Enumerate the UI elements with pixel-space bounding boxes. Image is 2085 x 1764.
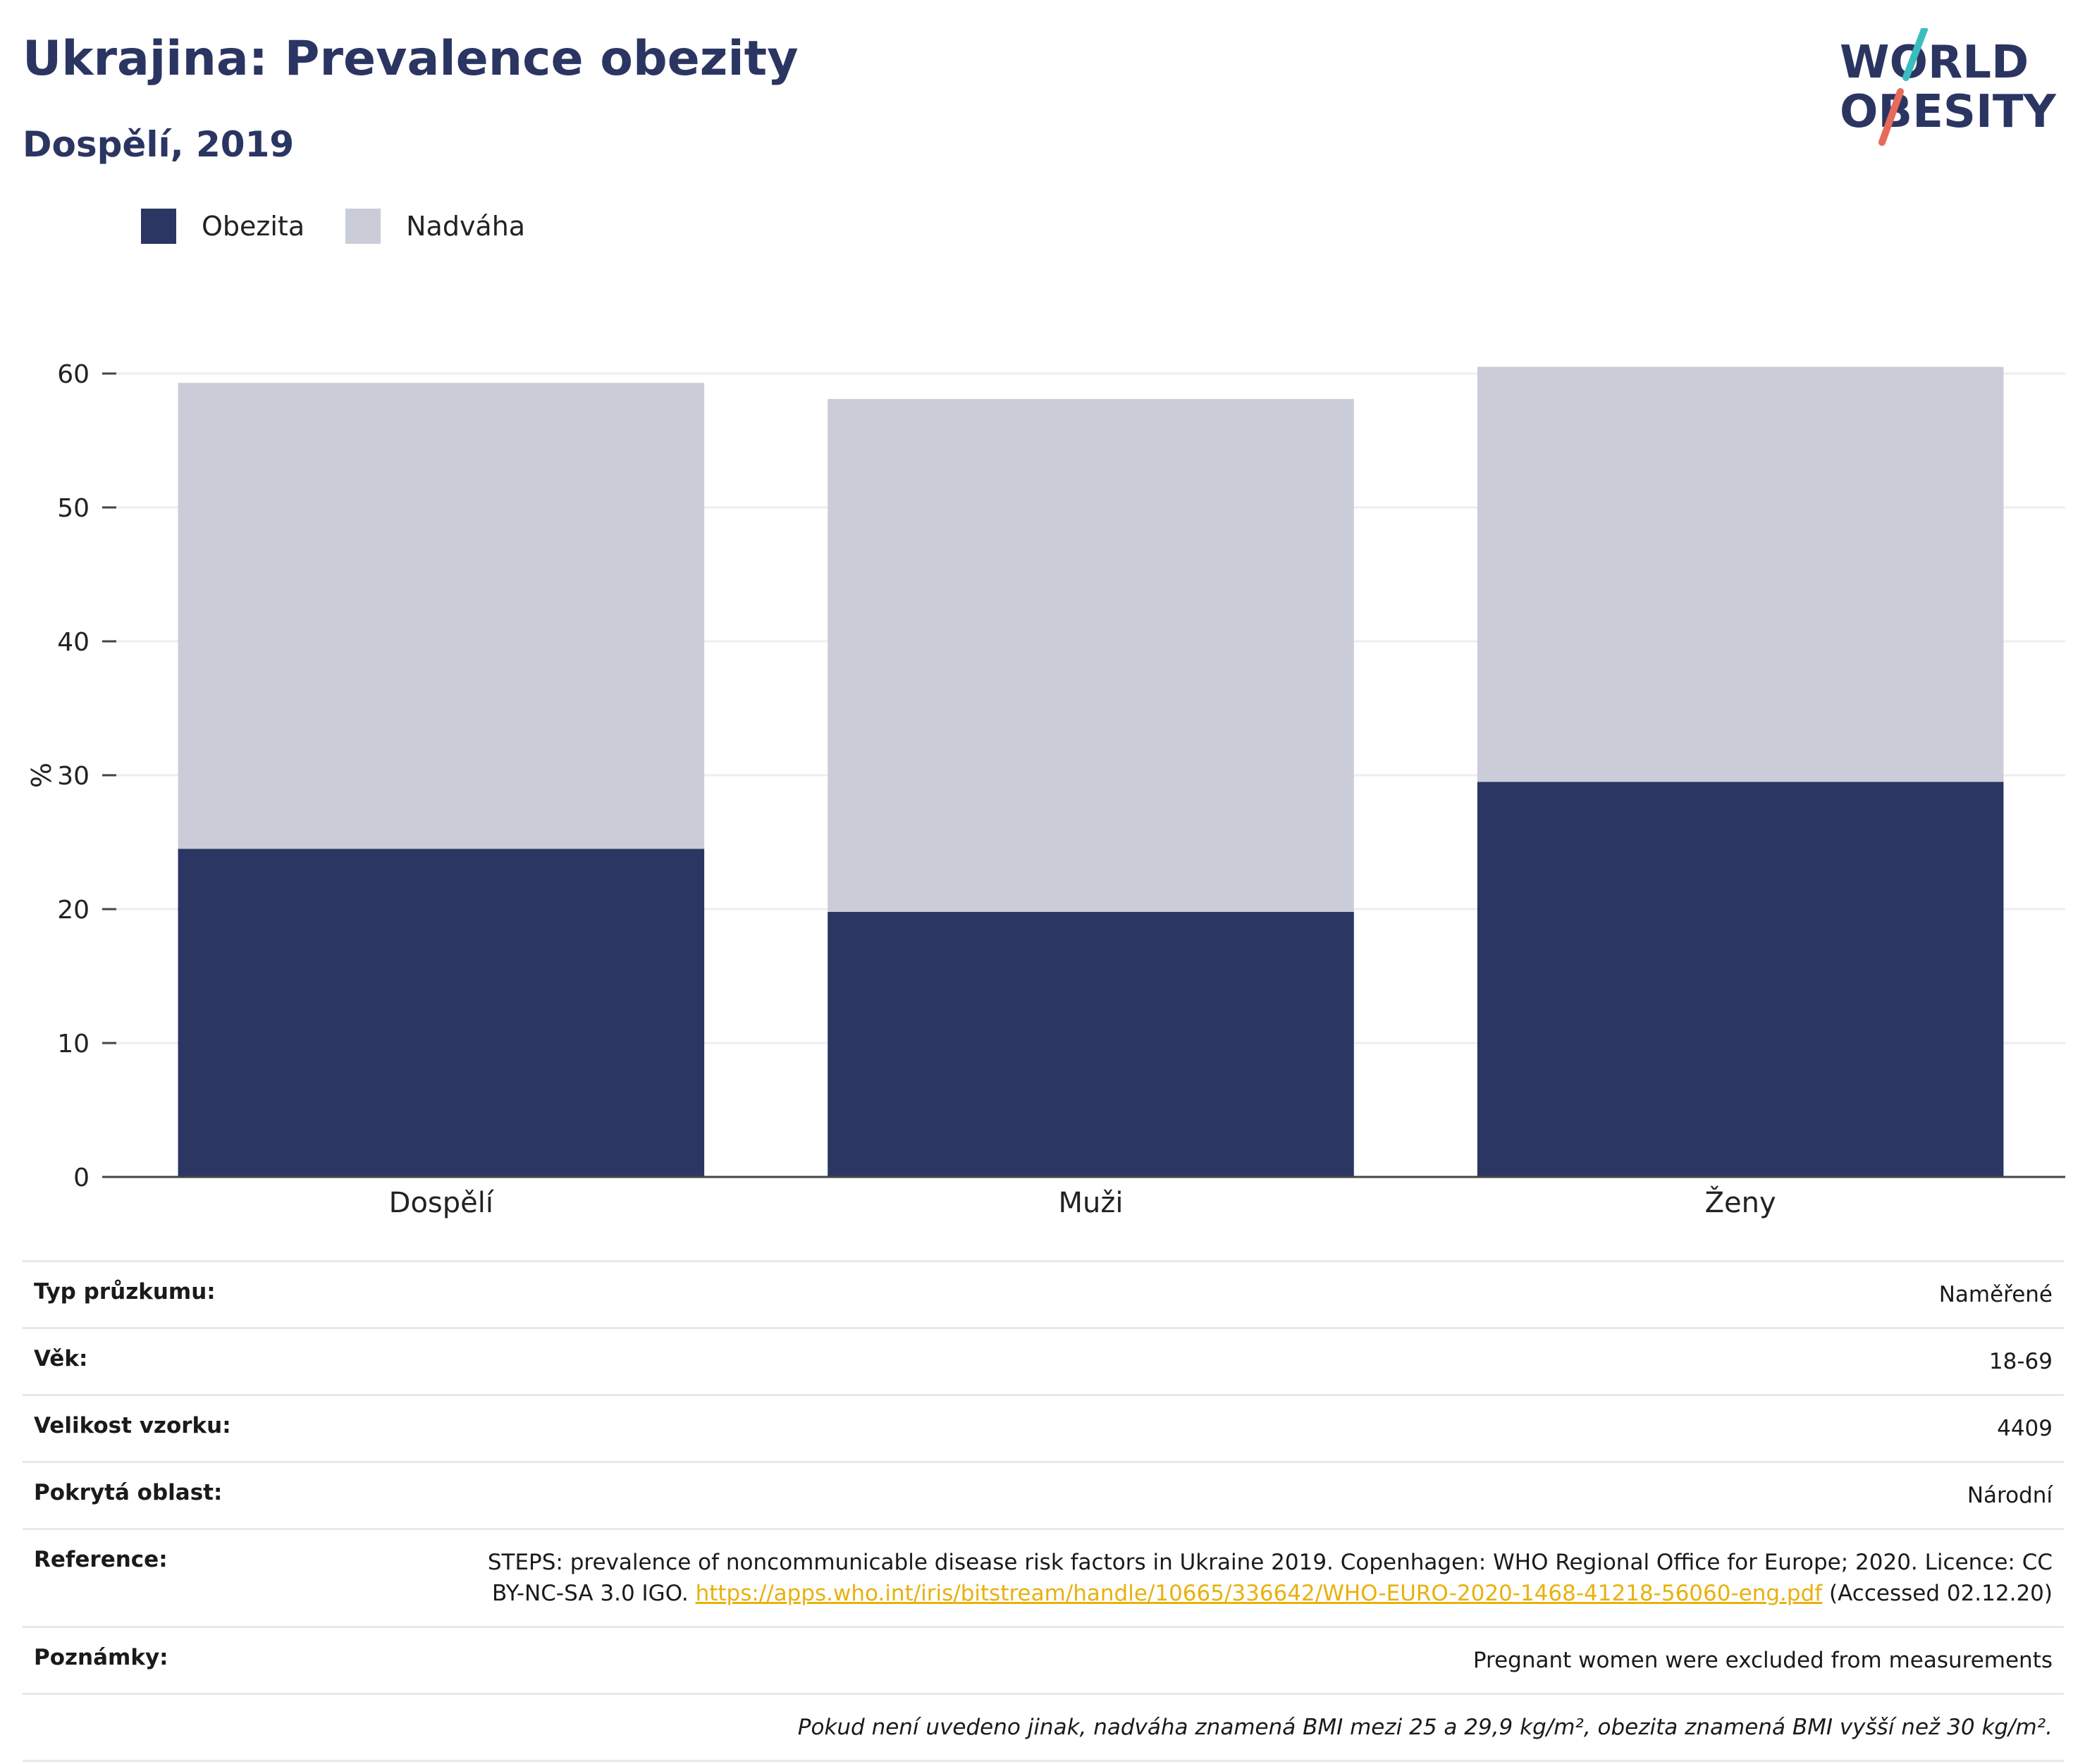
bar-obezita — [178, 849, 705, 1177]
x-tick-label: Muži — [1059, 1187, 1124, 1219]
x-axis-ticks: Dospělí Muži Ženy — [389, 1185, 1776, 1219]
info-key-reference: Reference: — [23, 1528, 468, 1627]
info-key-notes: Poznámky: — [23, 1626, 468, 1694]
table-row: Typ průzkumu: Naměřené — [23, 1260, 2064, 1328]
y-tick-label: 60 — [57, 360, 90, 389]
info-value-coverage: Národní — [468, 1461, 2064, 1529]
y-axis-ticks: 0 10 20 30 40 50 60 — [57, 360, 116, 1192]
bar-nadvaha — [1477, 366, 2004, 782]
reference-text: STEPS: prevalence of noncommunicable dis… — [487, 1550, 2053, 1606]
reference-accessed: (Accessed 02.12.20) — [1829, 1581, 2053, 1606]
bar-obezita — [1477, 782, 2004, 1177]
bar-chart: 0 10 20 30 40 50 60 Dospělí Muži Ženy % — [26, 360, 2065, 1219]
table-row: Věk: 18-69 — [23, 1327, 2064, 1395]
legend-label-obezita: Obezita — [202, 211, 305, 242]
y-tick-label: 20 — [57, 896, 90, 925]
bar-nadvaha — [828, 399, 1354, 912]
info-key-sample-size: Velikost vzorku: — [23, 1394, 468, 1462]
legend-item-nadvaha[interactable]: Nadváha — [345, 209, 525, 244]
info-value-reference: STEPS: prevalence of noncommunicable dis… — [468, 1528, 2064, 1627]
reference-link[interactable]: https://apps.who.int/iris/bitstream/hand… — [695, 1581, 1823, 1606]
info-value-sample-size: 4409 — [468, 1394, 2064, 1462]
logo-slash-bottom — [1878, 88, 1904, 146]
x-tick-label: Dospělí — [389, 1187, 495, 1219]
info-value-survey-type: Naměřené — [468, 1260, 2064, 1328]
x-tick-label: Ženy — [1705, 1185, 1776, 1219]
y-tick-label: 30 — [57, 762, 90, 791]
chart-legend: Obezita Nadváha — [141, 209, 566, 244]
world-obesity-logo: WORLD OBESITY — [1840, 28, 2056, 146]
logo-slash-top — [1902, 28, 1928, 81]
table-row: Velikost vzorku: 4409 — [23, 1394, 2064, 1462]
legend-label-nadvaha: Nadváha — [406, 211, 526, 242]
bmi-footnote: Pokud není uvedeno jinak, nadváha znamen… — [23, 1693, 2064, 1762]
table-row: Pokud není uvedeno jinak, nadváha znamen… — [23, 1693, 2064, 1762]
logo-line1: WORLD — [1840, 37, 2029, 89]
info-key-survey-type: Typ průzkumu: — [23, 1260, 468, 1328]
table-row: Pokrytá oblast: Národní — [23, 1461, 2064, 1529]
chart-bars — [178, 366, 2004, 1177]
table-row: Poznámky: Pregnant women were excluded f… — [23, 1626, 2064, 1694]
survey-info-table: Typ průzkumu: Naměřené Věk: 18-69 Veliko… — [23, 1260, 2064, 1762]
bar-obezita — [828, 911, 1354, 1177]
y-axis-label: % — [26, 763, 57, 788]
y-tick-label: 50 — [57, 494, 90, 523]
bar-nadvaha — [178, 383, 705, 849]
page-subtitle: Dospělí, 2019 — [23, 124, 295, 165]
info-value-age: 18-69 — [468, 1327, 2064, 1395]
page-title: Ukrajina: Prevalence obezity — [23, 31, 799, 87]
legend-item-obezita[interactable]: Obezita — [141, 209, 305, 244]
info-value-notes: Pregnant women were excluded from measur… — [468, 1626, 2064, 1694]
y-tick-label: 40 — [57, 628, 90, 657]
legend-swatch-obezita — [141, 209, 176, 244]
logo-line2: OBESITY — [1840, 86, 2056, 138]
info-key-age: Věk: — [23, 1327, 468, 1395]
y-tick-label: 10 — [57, 1030, 90, 1059]
table-row: Reference: STEPS: prevalence of noncommu… — [23, 1528, 2064, 1627]
y-tick-label: 0 — [73, 1164, 90, 1192]
info-key-coverage: Pokrytá oblast: — [23, 1461, 468, 1529]
legend-swatch-nadvaha — [345, 209, 381, 244]
